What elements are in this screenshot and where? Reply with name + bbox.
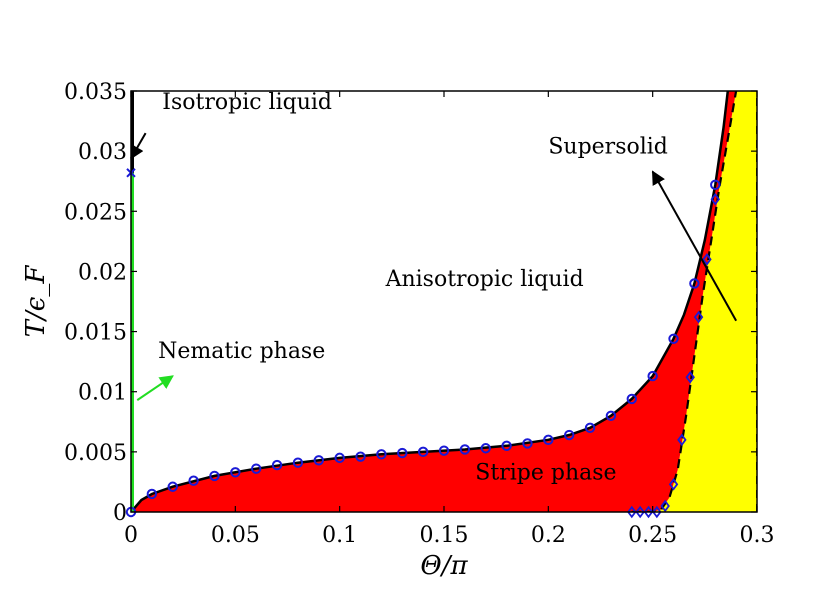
circle-point bbox=[564, 429, 575, 441]
axis-ticks: 0 0.05 0.1 0.15 0.2 0.25 0.3 0 0.005 0.01 0.015 0.0… bbox=[64, 80, 774, 548]
y-tick-label: 0.01 bbox=[78, 381, 127, 406]
circle-point bbox=[209, 470, 220, 482]
y-tick-label: 0.015 bbox=[64, 321, 127, 346]
x-tick-label: 0.05 bbox=[211, 523, 260, 548]
circle-point bbox=[417, 446, 429, 458]
circle-point bbox=[584, 422, 596, 433]
annotation-arrow bbox=[136, 375, 174, 401]
diamond-point bbox=[627, 505, 637, 519]
y-tick-label: 0 bbox=[113, 501, 127, 526]
y-tick-label: 0.025 bbox=[64, 200, 127, 225]
y-tick-label: 0.02 bbox=[78, 260, 127, 285]
x-tick-label: 0 bbox=[124, 523, 138, 548]
annotations: Isotropic liquid Nematic phase Supersolid A… bbox=[130, 90, 738, 486]
diamond-point bbox=[710, 192, 720, 206]
x-axis-label: Θ/π bbox=[420, 551, 468, 581]
upper-boundary-line bbox=[131, 91, 730, 512]
phase-regions bbox=[131, 91, 757, 512]
diamond-point bbox=[635, 505, 645, 519]
annotation-arrow bbox=[130, 132, 147, 160]
diamond-point bbox=[660, 499, 670, 513]
circle-point bbox=[188, 475, 199, 486]
circle-point bbox=[501, 440, 512, 452]
circle-point bbox=[251, 463, 262, 474]
circle-point bbox=[438, 445, 450, 456]
y-tick-label: 0.005 bbox=[64, 441, 127, 466]
diamond-point bbox=[702, 253, 712, 266]
circle-point bbox=[668, 333, 679, 344]
lower-boundary-line bbox=[631, 91, 738, 512]
stripe-region bbox=[131, 91, 737, 512]
phase-boundaries bbox=[131, 91, 757, 512]
annotation-label: Nematic phase bbox=[158, 339, 325, 364]
circle-point bbox=[355, 451, 366, 462]
circle-point bbox=[543, 434, 554, 446]
circle-point bbox=[292, 457, 304, 468]
circle-point bbox=[522, 438, 533, 449]
diamond-point bbox=[677, 433, 687, 447]
diamond-point bbox=[685, 370, 695, 384]
x-tick-label: 0.3 bbox=[740, 523, 775, 548]
circle-point bbox=[480, 443, 491, 454]
circle-point bbox=[376, 449, 387, 460]
annotation-arrow bbox=[651, 170, 738, 322]
circle-point bbox=[230, 467, 241, 478]
annotation-label: Supersolid bbox=[548, 135, 668, 160]
x-tick-label: 0.15 bbox=[420, 523, 469, 548]
circle-point bbox=[334, 452, 345, 464]
annotation-label: Stripe phase bbox=[475, 461, 616, 486]
supersolid-region bbox=[631, 91, 757, 512]
diamond-point bbox=[652, 505, 662, 519]
circle-point bbox=[710, 179, 721, 191]
y-axis-label: T/ϵ_F bbox=[21, 265, 51, 338]
circle-point bbox=[647, 370, 658, 382]
x-tick-label: 0.2 bbox=[531, 523, 566, 548]
x-tick-label: 0.25 bbox=[628, 523, 677, 548]
circle-point bbox=[271, 459, 283, 471]
data-markers bbox=[125, 168, 721, 519]
circle-point bbox=[146, 488, 158, 500]
diamond-point bbox=[693, 310, 704, 324]
circle-point bbox=[689, 278, 700, 289]
diamond-point bbox=[643, 505, 654, 519]
annotation-label: Isotropic liquid bbox=[162, 90, 332, 115]
y-tick-label: 0.03 bbox=[78, 140, 127, 165]
diamond-point bbox=[668, 478, 679, 491]
circle-point bbox=[167, 481, 178, 492]
circle-point bbox=[397, 447, 408, 459]
circle-point bbox=[626, 393, 637, 405]
circle-point bbox=[459, 444, 471, 455]
x-tick-label: 0.1 bbox=[322, 523, 357, 548]
circle-point bbox=[313, 455, 324, 466]
circle-point bbox=[605, 410, 617, 421]
y-tick-label: 0.035 bbox=[64, 80, 127, 105]
annotation-label: Anisotropic liquid bbox=[385, 267, 584, 292]
